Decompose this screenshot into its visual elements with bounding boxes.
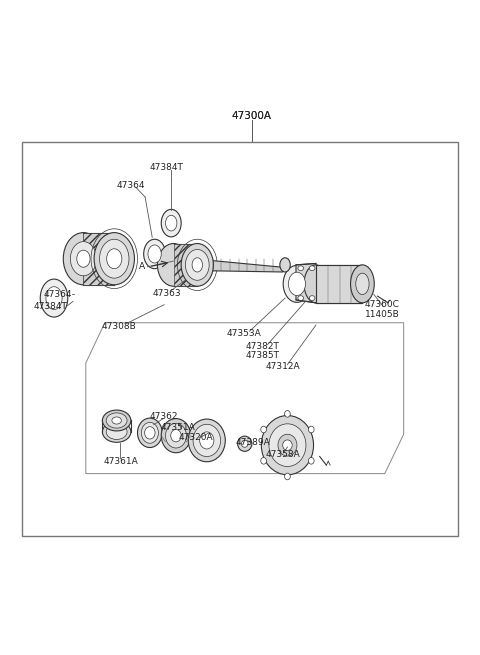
Ellipse shape: [285, 411, 290, 417]
Ellipse shape: [46, 287, 62, 309]
Text: 47360C: 47360C: [365, 300, 400, 309]
Ellipse shape: [171, 430, 181, 442]
Ellipse shape: [261, 415, 313, 475]
Ellipse shape: [350, 265, 374, 303]
Ellipse shape: [166, 423, 186, 448]
Ellipse shape: [106, 413, 127, 428]
Ellipse shape: [141, 422, 158, 443]
Text: 47312A: 47312A: [265, 362, 300, 371]
Bar: [22, 143, 458, 536]
Bar: [316, 265, 362, 303]
Text: 47300A: 47300A: [232, 111, 272, 121]
Text: A: A: [139, 262, 145, 271]
Ellipse shape: [356, 273, 369, 295]
Ellipse shape: [112, 417, 121, 424]
Ellipse shape: [161, 210, 181, 237]
Ellipse shape: [94, 233, 134, 285]
Ellipse shape: [157, 244, 190, 286]
Bar: [174, 244, 197, 286]
Ellipse shape: [309, 457, 314, 464]
Ellipse shape: [241, 440, 248, 447]
Ellipse shape: [148, 245, 161, 263]
Ellipse shape: [238, 436, 252, 451]
Text: 47361A: 47361A: [103, 457, 138, 466]
Ellipse shape: [261, 457, 266, 464]
Text: 11405B: 11405B: [365, 310, 400, 319]
Ellipse shape: [298, 266, 303, 271]
Polygon shape: [296, 263, 316, 303]
Text: 47351A: 47351A: [161, 422, 196, 432]
Text: 47362: 47362: [150, 412, 179, 421]
Ellipse shape: [200, 432, 214, 449]
Text: 47353A: 47353A: [227, 329, 261, 338]
Ellipse shape: [309, 426, 314, 433]
Bar: [84, 233, 114, 285]
Text: 47308B: 47308B: [102, 322, 136, 331]
Text: 47384T: 47384T: [150, 162, 183, 172]
Ellipse shape: [106, 424, 127, 440]
Ellipse shape: [304, 265, 328, 303]
Text: 47300A: 47300A: [232, 111, 272, 121]
Text: 47385T: 47385T: [246, 352, 280, 360]
Ellipse shape: [192, 258, 203, 272]
Ellipse shape: [166, 215, 177, 231]
Ellipse shape: [309, 266, 315, 271]
Ellipse shape: [71, 242, 96, 276]
Text: 47389A: 47389A: [236, 438, 271, 447]
Ellipse shape: [288, 272, 305, 295]
Ellipse shape: [181, 244, 214, 286]
Polygon shape: [197, 259, 283, 272]
Ellipse shape: [309, 295, 315, 301]
Text: 47384T: 47384T: [34, 302, 68, 310]
Ellipse shape: [77, 250, 90, 267]
Ellipse shape: [107, 249, 122, 269]
Ellipse shape: [283, 440, 292, 451]
Ellipse shape: [161, 419, 191, 453]
Ellipse shape: [285, 473, 290, 480]
Ellipse shape: [269, 424, 306, 466]
Ellipse shape: [261, 426, 266, 433]
Text: 47358A: 47358A: [265, 450, 300, 459]
Ellipse shape: [283, 265, 311, 303]
Ellipse shape: [40, 279, 68, 317]
Ellipse shape: [144, 426, 155, 439]
Ellipse shape: [102, 410, 131, 431]
Ellipse shape: [278, 434, 297, 456]
Ellipse shape: [298, 295, 303, 301]
Text: 47320A: 47320A: [179, 433, 214, 442]
Text: 47363: 47363: [152, 289, 181, 298]
Ellipse shape: [185, 250, 209, 280]
Ellipse shape: [102, 421, 131, 442]
Ellipse shape: [63, 233, 104, 285]
Ellipse shape: [280, 258, 290, 272]
Ellipse shape: [99, 239, 129, 278]
Ellipse shape: [193, 424, 220, 457]
Text: 47364: 47364: [43, 290, 72, 299]
Text: 47382T: 47382T: [246, 342, 280, 351]
Text: 47364: 47364: [117, 181, 145, 190]
Ellipse shape: [137, 418, 162, 447]
Ellipse shape: [188, 419, 225, 462]
Ellipse shape: [144, 239, 166, 269]
